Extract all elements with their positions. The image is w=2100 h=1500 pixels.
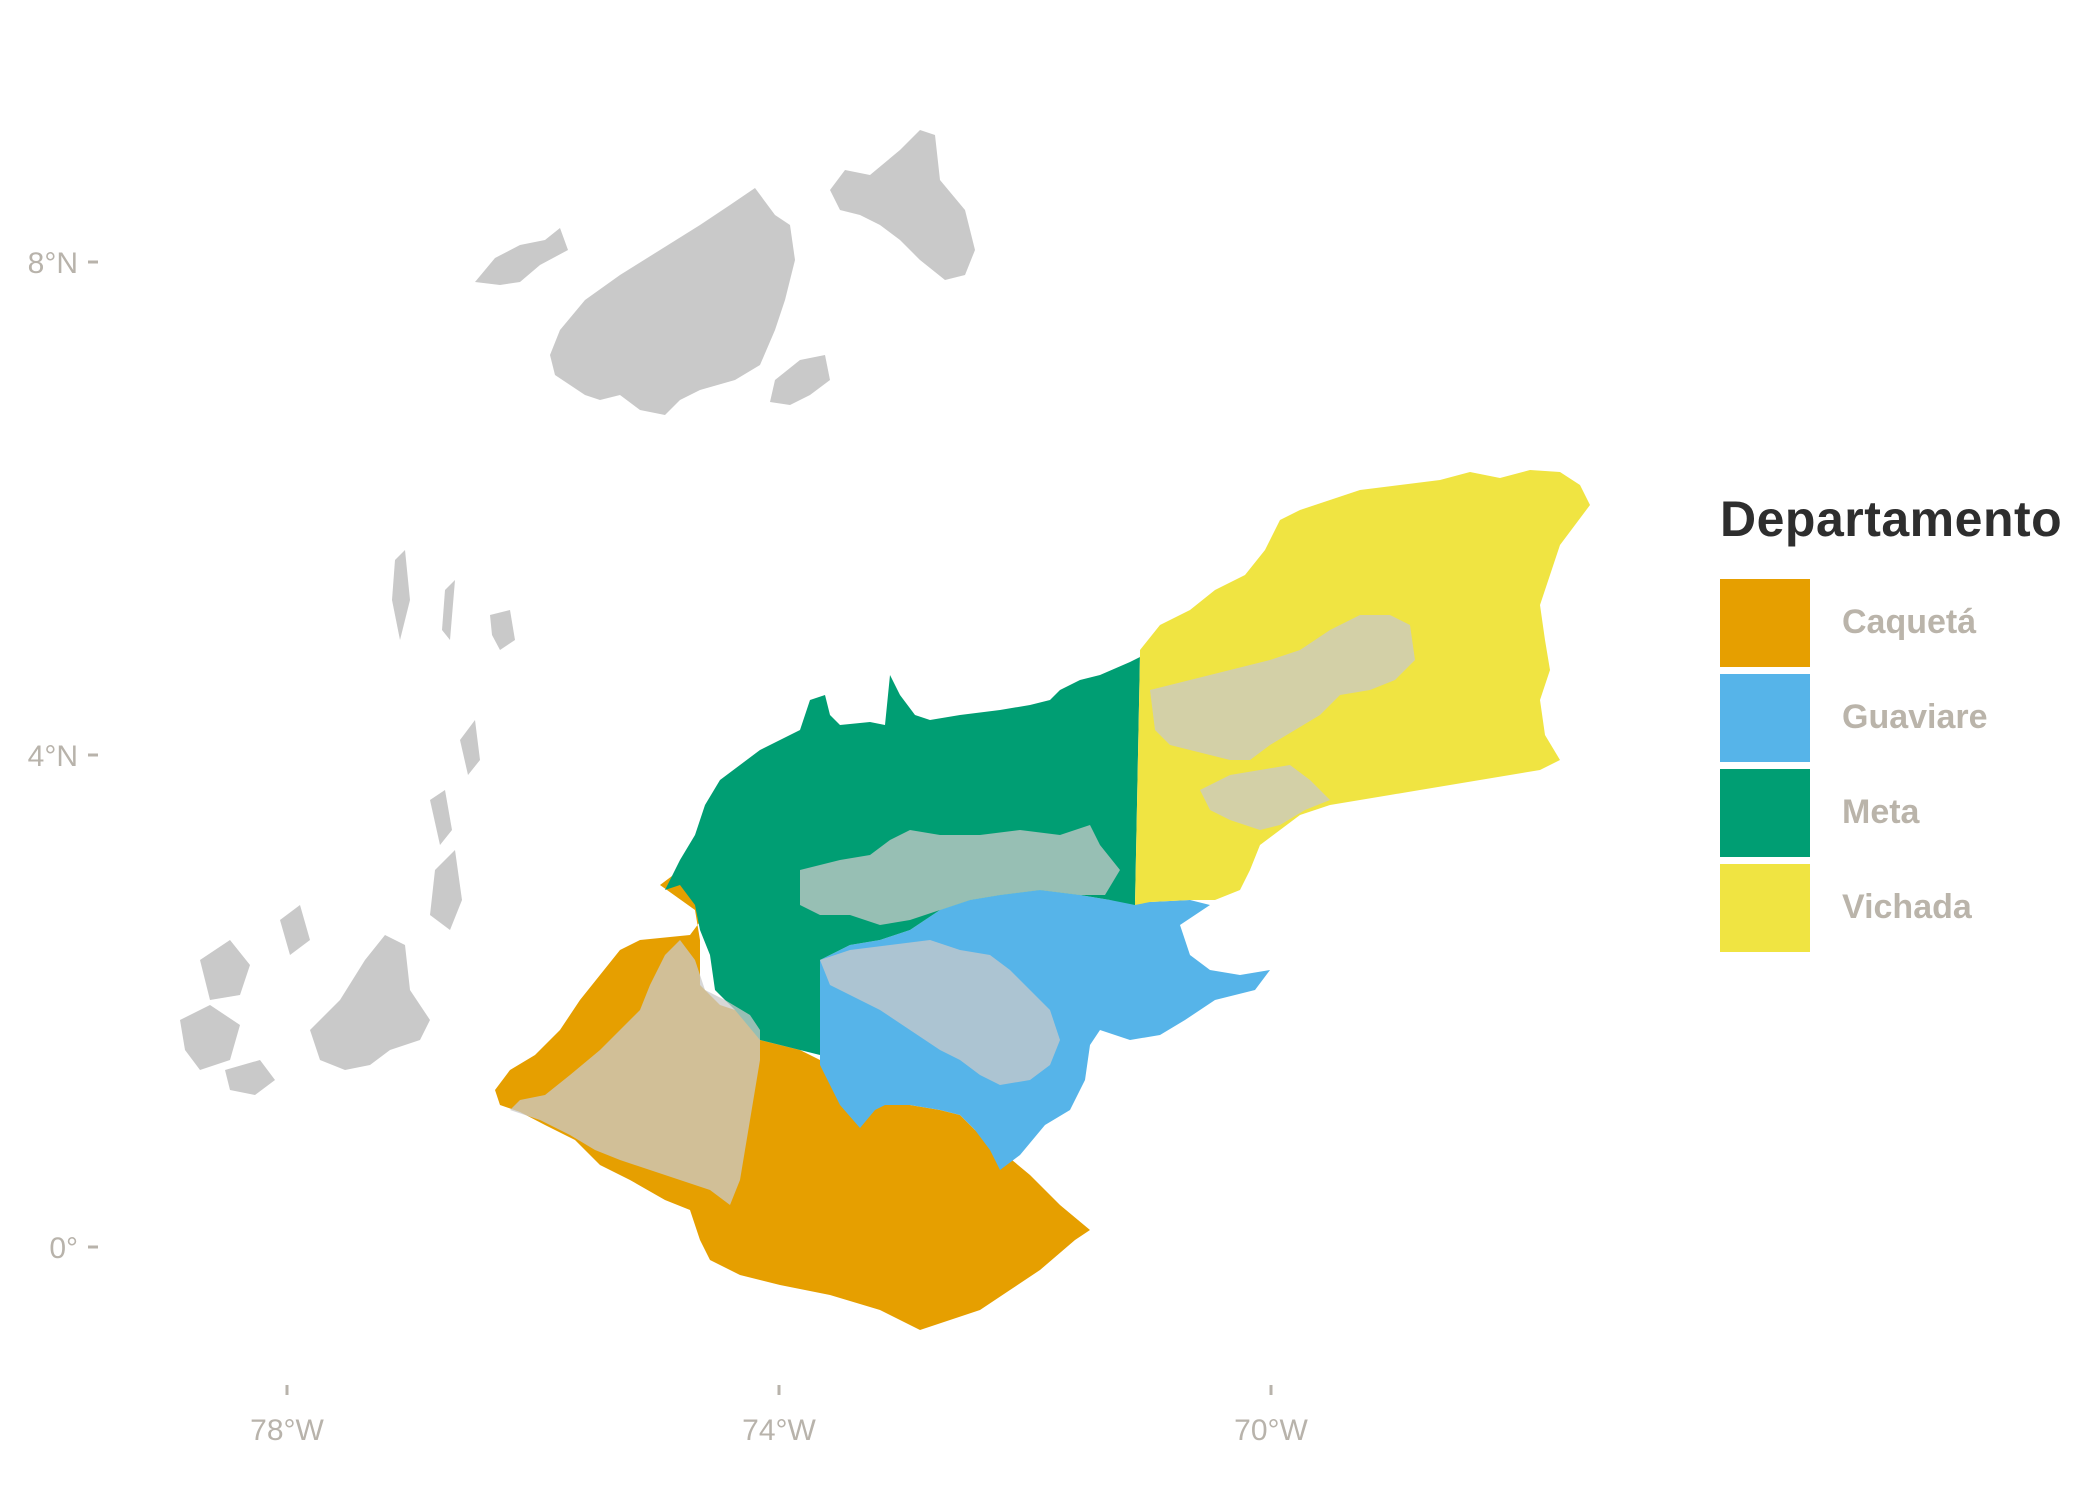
x-tick-78w: 78°W [250, 1385, 325, 1447]
legend-swatch [1720, 863, 1810, 952]
legend-swatch [1720, 673, 1810, 762]
y-tick-0: 0° [49, 1232, 98, 1265]
region-caqueta [495, 870, 1090, 1330]
context-regions-west [180, 550, 515, 1095]
context-regions-north [475, 130, 975, 415]
y-tick-8n: 8°N [28, 247, 98, 280]
legend-label: Caquetá [1842, 603, 1977, 641]
axis-y: 8°N 4°N 0° [28, 247, 98, 1265]
x-tick-label: 70°W [1234, 1414, 1308, 1447]
legend-title: Departamento [1720, 491, 2063, 547]
y-tick-4n: 4°N [28, 740, 98, 773]
axis-x: 78°W 74°W 70°W [250, 1385, 1309, 1447]
grey-overlays [510, 615, 1415, 1205]
legend-item-vichada: Vichada [1720, 861, 2080, 954]
y-tick-label: 8°N [28, 247, 78, 280]
legend-item-meta: Meta [1720, 766, 2080, 859]
legend-item-caqueta: Caquetá [1720, 576, 2080, 669]
legend-label: Meta [1842, 793, 1920, 831]
y-tick-label: 4°N [28, 740, 78, 773]
legend-label: Vichada [1842, 888, 1972, 926]
x-tick-74w: 74°W [742, 1385, 817, 1447]
legend-item-guaviare: Guaviare [1720, 671, 2080, 764]
legend-label: Guaviare [1842, 698, 1988, 736]
y-tick-label: 0° [49, 1232, 78, 1265]
x-tick-70w: 70°W [1234, 1385, 1309, 1447]
legend: Departamento Caquetá Guaviare Meta Vicha… [1720, 490, 2080, 956]
legend-swatch [1720, 768, 1810, 857]
x-tick-label: 78°W [250, 1414, 324, 1447]
legend-swatch [1720, 578, 1810, 667]
x-tick-label: 74°W [742, 1414, 816, 1447]
